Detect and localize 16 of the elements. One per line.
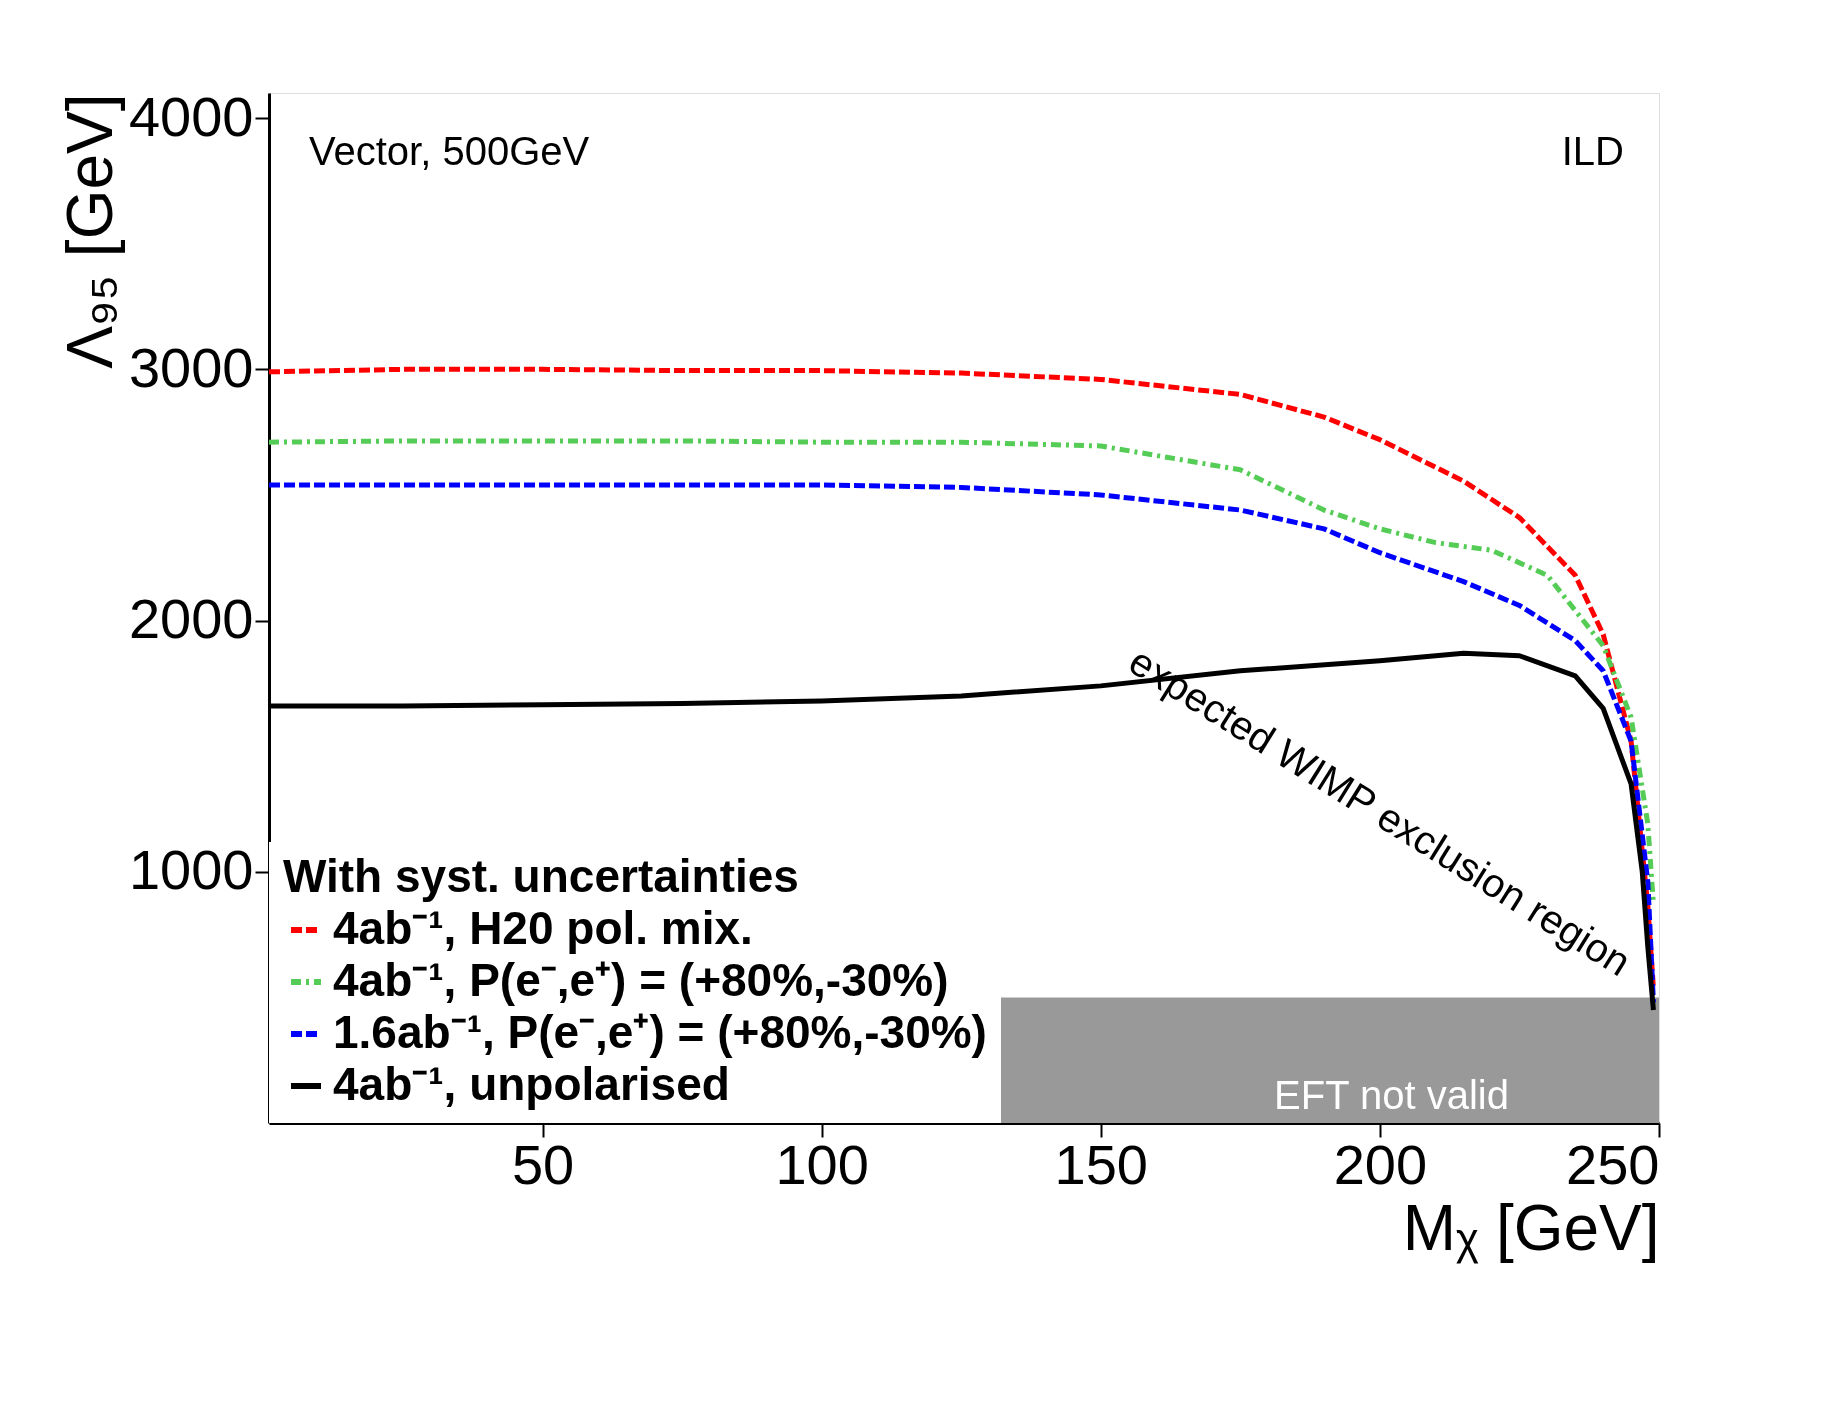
y-tick-label: 1000 xyxy=(128,838,254,902)
band-label: EFT not valid xyxy=(1274,1073,1509,1117)
x-tick-label: 150 xyxy=(1054,1132,1148,1196)
y-tick-label: 3000 xyxy=(128,335,254,399)
legend-label: 1.6ab⁻¹, P(e⁻,e⁺) = (+80%,-30%) xyxy=(333,1006,987,1058)
legend-label: 4ab⁻¹, H20 pol. mix. xyxy=(333,902,753,954)
annotation: Vector, 500GeV xyxy=(309,129,590,173)
annotation: ILD xyxy=(1561,129,1624,173)
y-tick-label: 4000 xyxy=(128,84,254,148)
x-tick-label: 100 xyxy=(775,1132,869,1196)
legend-label: 4ab⁻¹, unpolarised xyxy=(333,1058,730,1110)
x-tick-label: 50 xyxy=(511,1132,575,1196)
y-tick-label: 2000 xyxy=(128,587,254,651)
legend-title: With syst. uncertainties xyxy=(283,850,799,902)
y-axis-title: Λ₉₅ [GeV] xyxy=(53,93,126,369)
legend-label: 4ab⁻¹, P(e⁻,e⁺) = (+80%,-30%) xyxy=(333,954,949,1006)
